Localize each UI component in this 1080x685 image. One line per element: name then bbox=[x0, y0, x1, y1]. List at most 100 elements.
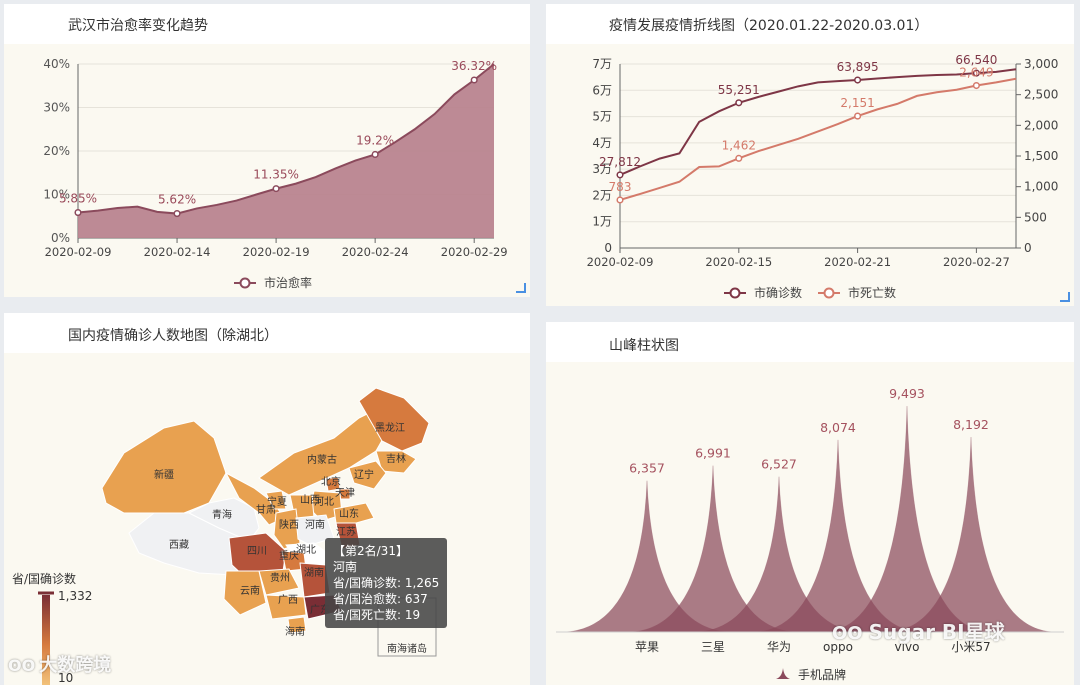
data-label: 63,895 bbox=[837, 60, 879, 74]
map-region-label: 湖南 bbox=[304, 566, 324, 579]
series-line-0 bbox=[619, 68, 1017, 176]
series-line bbox=[77, 63, 495, 215]
mountain-bar-title: 山峰柱状图 bbox=[609, 338, 679, 354]
legend-marker-icon bbox=[239, 277, 251, 289]
epidemic-line-panel: 疫情发展疫情折线图（2020.01.22-2020.03.01） 0 1万 2万 3万… bbox=[546, 4, 1074, 306]
mountain-bar bbox=[888, 437, 1054, 633]
map-region-label: 西藏 bbox=[169, 539, 189, 551]
map-region-广西 bbox=[265, 594, 307, 620]
map-region-黑龙江 bbox=[358, 387, 430, 452]
map-region-新疆 bbox=[101, 420, 227, 514]
data-point bbox=[854, 76, 862, 84]
legend-label: 市死亡数 bbox=[848, 285, 896, 300]
map-region-label: 四川 bbox=[247, 546, 267, 557]
watermark-right-text: Sugar BI星球 bbox=[868, 620, 1005, 644]
wechat-logo-icon: ʘʘ bbox=[832, 623, 863, 644]
data-point bbox=[735, 99, 743, 107]
map-region-label: 贵州 bbox=[270, 571, 290, 584]
mountain-bar-chart: 6,357 苹果 6,991 三星 6,527 华为 8,074 oppo 9,493 vivo 8… bbox=[556, 386, 1064, 682]
y-right-tick-label: 0 bbox=[1024, 241, 1032, 255]
data-label: 36.32% bbox=[451, 59, 497, 73]
series-area bbox=[78, 64, 494, 238]
map-region-label: 山西 bbox=[300, 494, 320, 506]
bar-value-label: 9,493 bbox=[889, 386, 925, 401]
tooltip-line: 省/国死亡数: 19 bbox=[333, 608, 421, 622]
bar-value-label: 6,991 bbox=[695, 446, 731, 461]
visual-map-label: 省/国确诊数 bbox=[12, 571, 76, 586]
legend-label: 市治愈率 bbox=[264, 275, 312, 290]
data-point bbox=[272, 185, 280, 193]
data-label: 5.85% bbox=[59, 192, 97, 206]
x-tick-label: 2020-02-27 bbox=[943, 255, 1010, 269]
map-region-label: 河北 bbox=[314, 496, 334, 508]
y-left-tick-label: 6万 bbox=[592, 83, 612, 97]
map-region-label: 天津 bbox=[335, 487, 355, 499]
map-region-青海 bbox=[187, 497, 260, 542]
y-left-tick-label: 5万 bbox=[592, 110, 612, 124]
watermark-left-text: 大数跨境 bbox=[39, 655, 112, 676]
series-line-1 bbox=[619, 77, 1017, 201]
map-region-label: 青海 bbox=[212, 508, 232, 521]
visual-map-bar bbox=[42, 595, 50, 685]
resize-corner-icon[interactable] bbox=[516, 283, 526, 293]
epidemic-line-title: 疫情发展疫情折线图（2020.01.22-2020.03.01） bbox=[609, 18, 929, 34]
map-region-label: 云南 bbox=[240, 584, 260, 597]
mountain-bar-panel: 山峰柱状图 6,357 苹果 6,991 三星 6,527 华为 8,074 oppo 9,49… bbox=[546, 322, 1074, 685]
legend-marker-icon bbox=[823, 287, 835, 299]
china-map-title: 国内疫情确诊人数地图（除湖北） bbox=[68, 328, 278, 344]
map-region-label: 辽宁 bbox=[354, 468, 374, 481]
data-point bbox=[972, 69, 980, 77]
y-tick-label: 20% bbox=[43, 144, 70, 158]
map-region-label: 新疆 bbox=[154, 468, 174, 481]
wechat-logo-icon: ʘʘ bbox=[8, 656, 36, 675]
y-left-tick-label: 4万 bbox=[592, 136, 612, 150]
resize-corner-icon[interactable] bbox=[1060, 292, 1070, 302]
data-point bbox=[173, 210, 181, 218]
map-region-label: 重庆 bbox=[279, 549, 299, 562]
data-point bbox=[74, 209, 82, 217]
map-region-label: 河南 bbox=[305, 518, 325, 531]
data-point bbox=[616, 171, 624, 179]
map-region-云南 bbox=[223, 570, 267, 616]
data-label: 5.62% bbox=[158, 193, 196, 207]
y-right-tick-label: 3,000 bbox=[1024, 57, 1058, 71]
x-tick-label: 2020-02-24 bbox=[342, 245, 409, 259]
x-tick-label: 苹果 bbox=[635, 640, 659, 654]
bar-value-label: 6,357 bbox=[629, 461, 665, 476]
bar-value-label: 8,074 bbox=[820, 420, 856, 435]
visual-map-min: 10 bbox=[58, 671, 73, 685]
map-region-label: 黑龙江 bbox=[375, 421, 405, 434]
x-tick-label: 2020-02-09 bbox=[45, 245, 112, 259]
map-region-label: 宁夏 bbox=[267, 495, 287, 508]
data-point bbox=[371, 150, 379, 159]
map-region-河南 bbox=[295, 514, 335, 546]
x-tick-label: 2020-02-21 bbox=[824, 255, 891, 269]
watermark-right: ʘʘ Sugar BI星球 bbox=[832, 616, 1005, 645]
legend-label: 手机品牌 bbox=[798, 668, 846, 682]
data-point bbox=[972, 81, 980, 90]
map-region-label: 吉林 bbox=[386, 452, 406, 465]
legend-marker-icon bbox=[729, 287, 741, 299]
data-point bbox=[735, 154, 743, 162]
y-left-tick-label: 2万 bbox=[592, 188, 612, 202]
bar-value-label: 8,192 bbox=[953, 417, 989, 432]
data-label: 783 bbox=[609, 180, 632, 194]
map-region-label: 陕西 bbox=[279, 518, 299, 531]
cure-rate-panel: 武汉市治愈率变化趋势 0% 10% 20% 30% 40% 2020-02-09 2020-… bbox=[4, 4, 530, 297]
x-tick-label: 小米57 bbox=[951, 640, 990, 654]
x-tick-label: 2020-02-09 bbox=[587, 255, 654, 269]
x-tick-label: vivo bbox=[895, 640, 920, 654]
epidemic-line-plot-background bbox=[546, 44, 1074, 306]
x-tick-label: oppo bbox=[823, 640, 853, 654]
visual-map-max: 1,332 bbox=[58, 589, 92, 603]
map-region-山东 bbox=[333, 502, 375, 526]
y-right-tick-label: 1,500 bbox=[1024, 149, 1058, 163]
south-sea-label: 南海诸岛 bbox=[387, 642, 427, 655]
data-point bbox=[616, 196, 624, 204]
x-tick-label: 2020-02-19 bbox=[243, 245, 310, 259]
legend-mountain-icon bbox=[776, 668, 790, 679]
map-region-宁夏 bbox=[265, 490, 287, 510]
y-left-tick-label: 1万 bbox=[592, 215, 612, 229]
data-label: 1,462 bbox=[722, 138, 756, 152]
epidemic-line-chart: 0 1万 2万 3万 4万 5万 6万 7万 0 500 1,000 1,500 2,000 2,500 3… bbox=[587, 53, 1059, 300]
